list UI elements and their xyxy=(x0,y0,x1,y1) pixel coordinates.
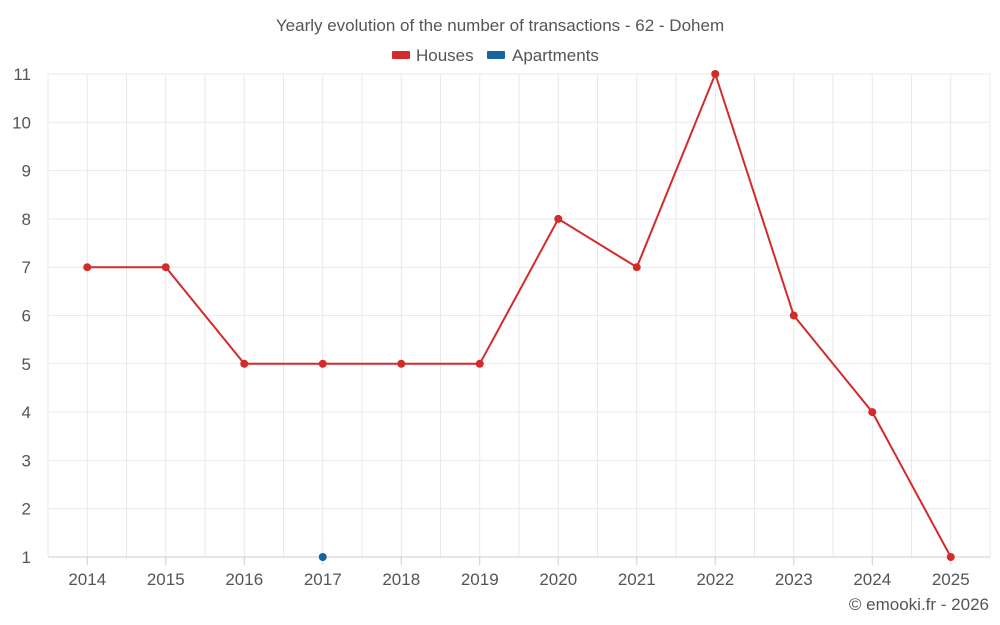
chart-title: Yearly evolution of the number of transa… xyxy=(276,16,724,35)
point-houses-2022[interactable] xyxy=(711,70,720,78)
y-axis-ticks: 1 2 3 4 5 6 7 8 9 10 11 xyxy=(12,65,31,567)
point-houses-2020[interactable] xyxy=(554,214,563,223)
point-houses-2017[interactable] xyxy=(318,359,327,368)
x-tick-label: 2025 xyxy=(932,570,970,589)
x-tick-label: 2022 xyxy=(696,570,734,589)
point-houses-2025[interactable] xyxy=(946,553,955,561)
series-line-houses xyxy=(87,71,952,558)
x-tick-label: 2019 xyxy=(461,570,499,589)
point-houses-2016[interactable] xyxy=(240,359,249,368)
point-houses-2021[interactable] xyxy=(632,263,641,272)
y-tick-label: 2 xyxy=(22,500,31,519)
y-tick-label: 10 xyxy=(12,113,31,132)
x-tick-label: 2023 xyxy=(775,570,813,589)
x-tick-label: 2014 xyxy=(68,570,106,589)
x-tick-label: 2017 xyxy=(304,570,342,589)
credit: © emooki.fr - 2026 xyxy=(849,595,989,614)
x-tick-label: 2015 xyxy=(147,570,185,589)
point-houses-2018[interactable] xyxy=(397,359,406,368)
y-tick-label: 8 xyxy=(22,210,31,229)
legend-swatch-houses xyxy=(392,51,410,59)
x-tick-label: 2021 xyxy=(618,570,656,589)
legend-item-houses[interactable]: Houses xyxy=(392,46,474,65)
x-tick-label: 2018 xyxy=(382,570,420,589)
point-apartments-2017[interactable] xyxy=(318,553,327,561)
y-tick-label: 6 xyxy=(22,307,31,326)
legend-label-apartments: Apartments xyxy=(512,46,599,65)
legend-swatch-apartments xyxy=(487,51,505,59)
y-tick-label: 4 xyxy=(22,403,31,422)
y-tick-label: 3 xyxy=(22,451,31,470)
y-tick-label: 9 xyxy=(22,162,31,181)
point-houses-2024[interactable] xyxy=(868,408,877,417)
y-tick-label: 7 xyxy=(22,258,31,277)
point-houses-2014[interactable] xyxy=(83,263,92,272)
y-tick-label: 1 xyxy=(22,548,31,567)
x-axis-ticks: 2014 2015 2016 2017 2018 2019 2020 2021 2022 2023… xyxy=(48,556,990,589)
legend-item-apartments[interactable]: Apartments xyxy=(487,46,599,65)
point-houses-2023[interactable] xyxy=(789,311,798,320)
y-tick-label: 11 xyxy=(13,65,31,84)
y-tick-label: 5 xyxy=(22,355,31,374)
x-tick-label: 2024 xyxy=(853,570,891,589)
x-tick-label: 2020 xyxy=(539,570,577,589)
grid xyxy=(47,73,991,558)
series-layer xyxy=(83,70,955,561)
point-houses-2019[interactable] xyxy=(475,359,484,368)
x-tick-label: 2016 xyxy=(225,570,263,589)
point-houses-2015[interactable] xyxy=(161,263,170,272)
legend: Houses Apartments xyxy=(392,46,599,65)
legend-label-houses: Houses xyxy=(416,46,474,65)
